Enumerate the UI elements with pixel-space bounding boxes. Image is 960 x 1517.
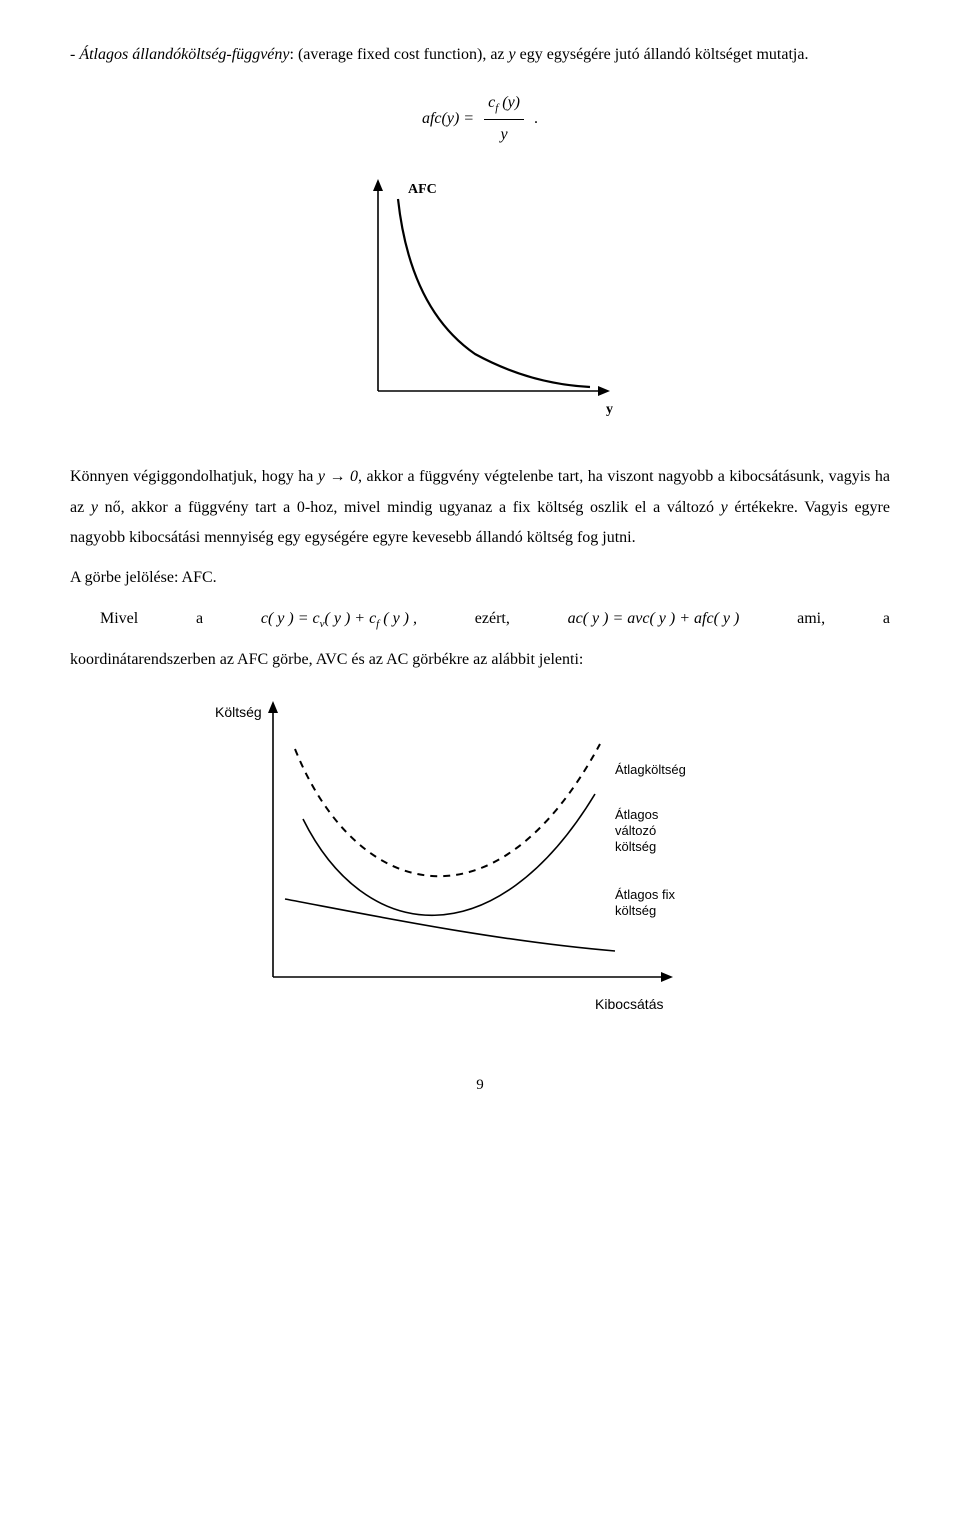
legend-avc-2: változó [615,823,656,838]
legend-avc-1: Átlagos [615,807,659,822]
afc-chart-svg: AFC y [330,169,630,429]
bullet: - [70,46,79,63]
afc-xlabel: y [606,402,613,417]
page-number: 9 [70,1071,890,1100]
eq-left-3: ( y ) , [379,610,417,627]
figure-cost-curves: Költség Kibocsátás Átlagköltség Átlagos … [70,689,890,1040]
eq-right: ac( y ) = avc( y ) + afc( y ) [568,604,740,634]
fig2-ylabel: Költség [215,704,262,720]
def-rest: : (average fixed cost function), az [290,46,509,63]
fig2-xlabel: Kibocsátás [595,996,663,1012]
p2-var2: y [721,499,728,516]
eq-left-2: ( y ) + c [325,610,377,627]
p2-mid2: nő, akkor a függvény tart a 0-hoz, mivel… [98,499,721,516]
eq-mid: ezért, [475,604,510,634]
eq-left-1: c( y ) = c [261,610,320,627]
figure-afc-curve: AFC y [70,169,890,440]
eq-lead: Mivel [70,604,138,634]
legend-afc-1: Átlagos fix [615,887,675,902]
p2-var: y [91,499,98,516]
term: Átlagos állandóköltség-függvény [79,46,289,63]
para-coords: koordinátarendszerben az AFC görbe, AVC … [70,645,890,675]
formula-frac: cf (y) y [484,88,524,150]
eq-a: a [196,604,203,634]
eq-a2: a [883,604,890,634]
para-curve-label: A görbe jelölése: AFC. [70,563,890,593]
frac-den: y [484,120,524,150]
p2-lim: y → 0 [318,468,358,485]
para-definition: - Átlagos állandóköltség-függvény: (aver… [70,40,890,70]
formula-dot: . [534,110,538,127]
formula-lhs: afc(y) = [422,110,478,127]
eq-left: c( y ) = cv( y ) + cf ( y ) , [261,604,417,635]
var-y: y [509,46,516,63]
legend-avc-3: költség [615,839,656,854]
def-tail: egy egységére jutó állandó költséget mut… [516,46,809,63]
frac-num-arg: (y) [498,94,520,111]
eq-tail: ami, [797,604,825,634]
legend-ac: Átlagköltség [615,762,686,777]
equation-row: Mivel a c( y ) = cv( y ) + cf ( y ) , ez… [70,604,890,635]
cost-curves-svg: Költség Kibocsátás Átlagköltség Átlagos … [195,689,765,1029]
para-explanation: Könnyen végiggondolhatjuk, hogy ha y → 0… [70,462,890,553]
p2-lead: Könnyen végiggondolhatjuk, hogy ha [70,468,318,485]
formula-afc: afc(y) = cf (y) y . [70,88,890,150]
afc-ylabel: AFC [408,182,437,197]
legend-afc-2: költség [615,903,656,918]
